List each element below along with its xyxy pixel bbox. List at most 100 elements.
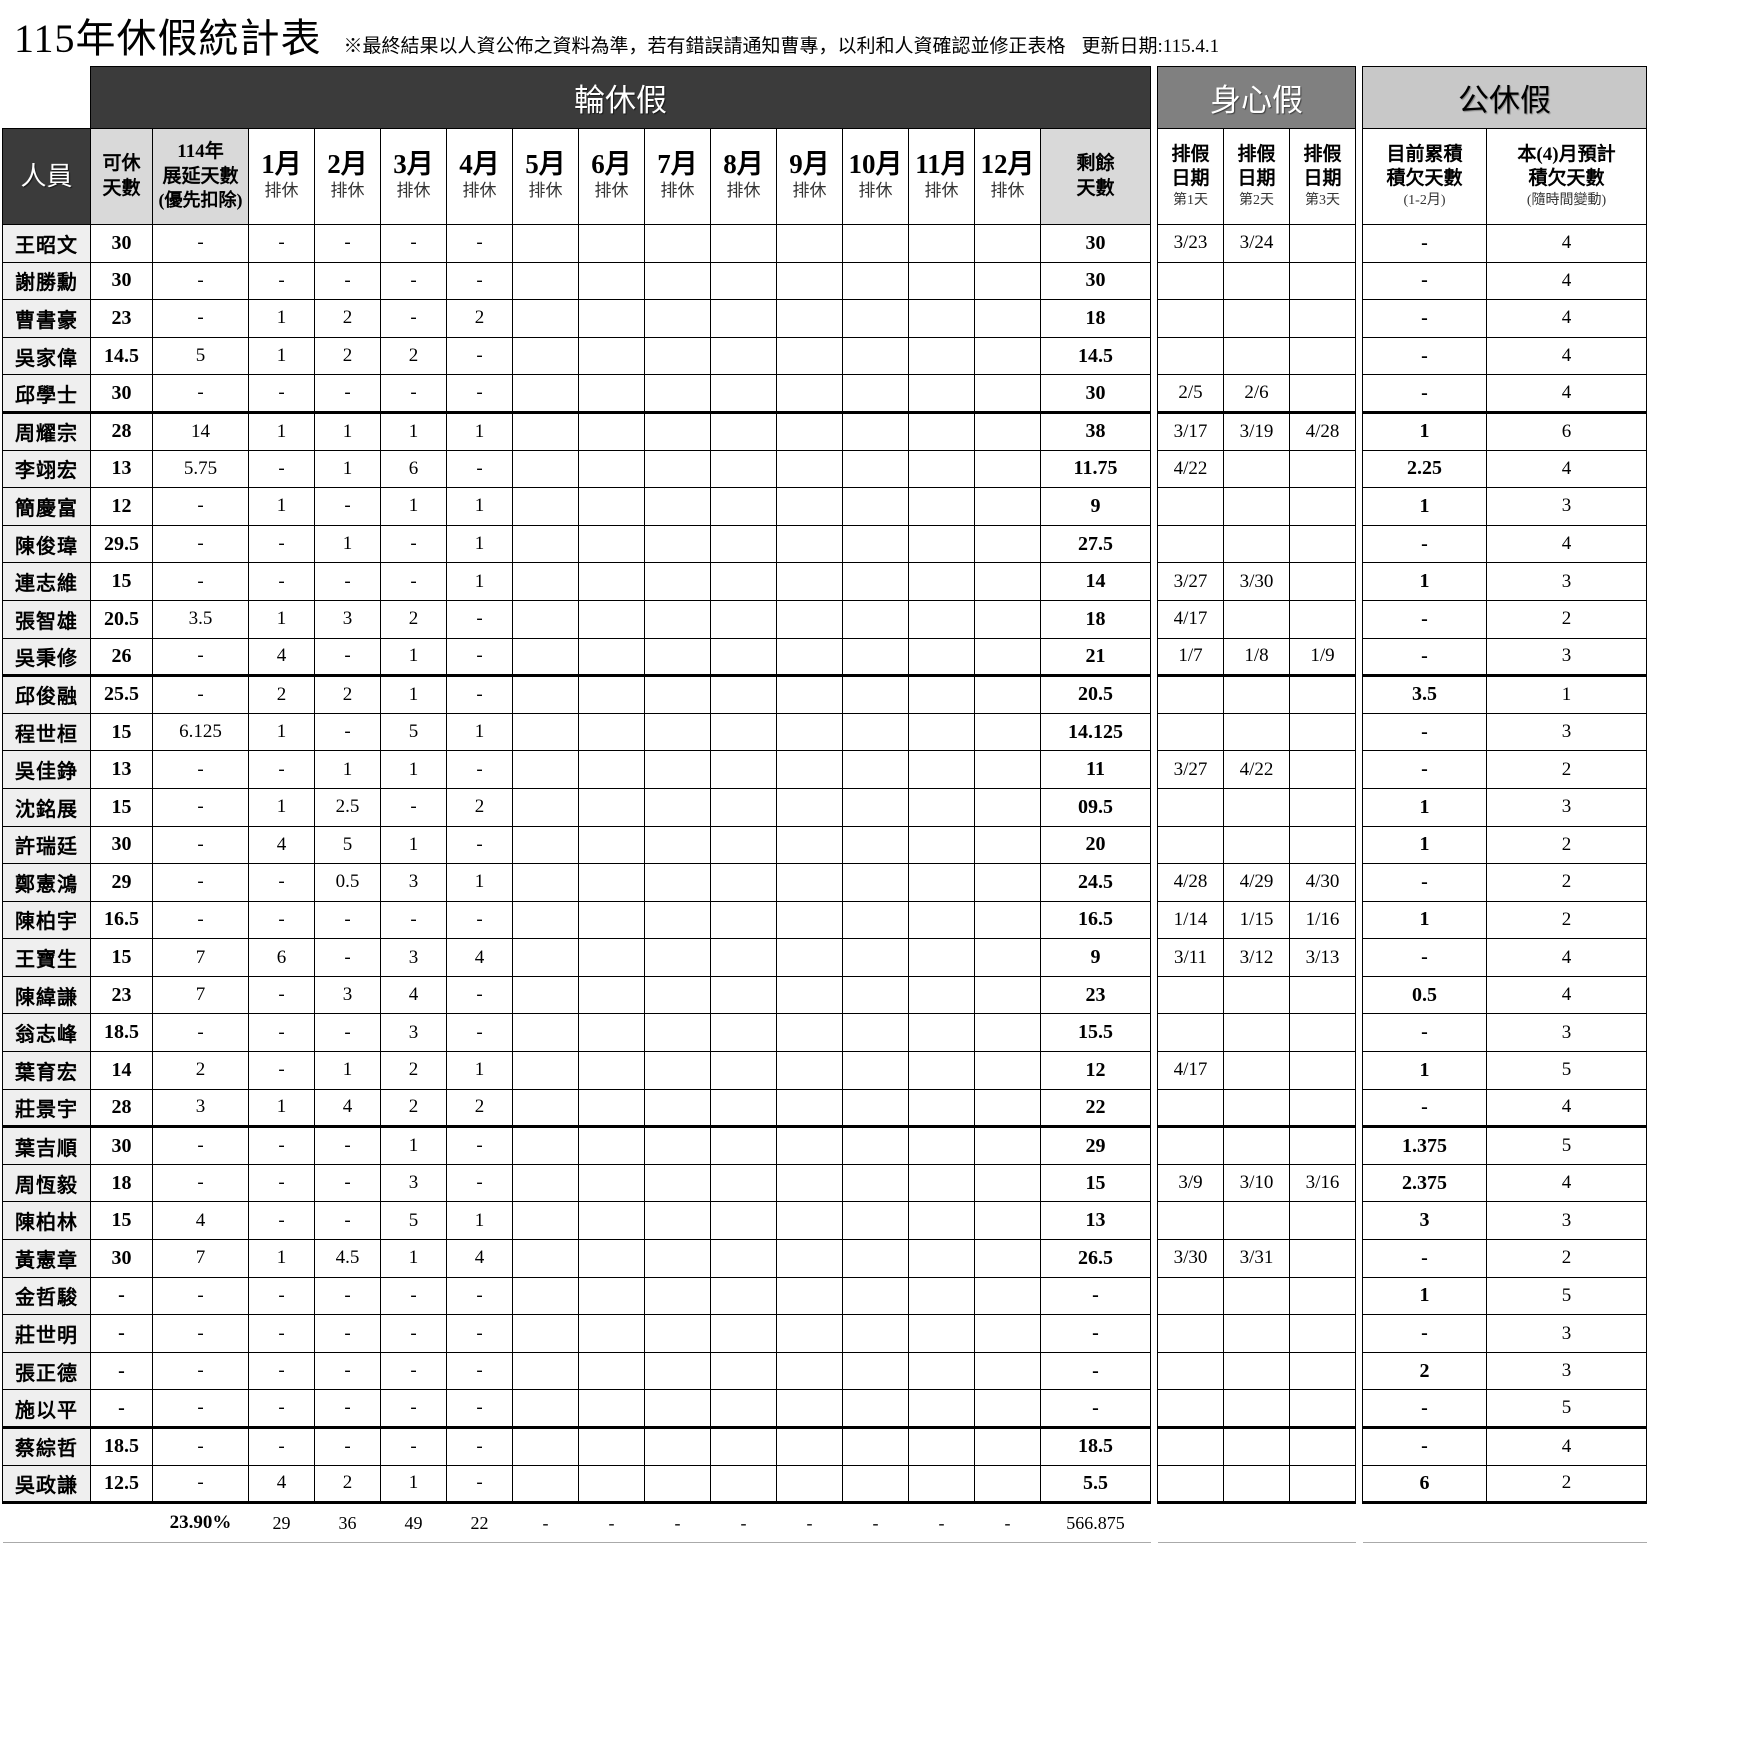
row-month-7 xyxy=(644,224,711,263)
row-month-8 xyxy=(710,825,777,865)
row-month-3: - xyxy=(380,374,447,414)
row-month-8 xyxy=(710,787,777,827)
table-row xyxy=(1157,299,1356,338)
row-month-5 xyxy=(512,1464,579,1504)
month-9-label: 9月 xyxy=(789,149,830,180)
row-month-9 xyxy=(776,299,843,338)
row-month-2: - xyxy=(314,1201,381,1241)
table-row: 謝勝勳 30- - - - -30 xyxy=(2,261,1151,301)
row-month-4: 1 xyxy=(446,712,513,752)
table-row xyxy=(1157,712,1356,752)
row-month-10 xyxy=(842,1051,909,1090)
table-row: 4/17 xyxy=(1157,1051,1356,1090)
col-month-1: 1月 排休 xyxy=(248,128,315,225)
row-person-name: 施以平 xyxy=(2,1389,91,1429)
row-mental-day-1: 3/27 xyxy=(1157,750,1224,789)
row-month-10 xyxy=(842,1201,909,1241)
row-person-name: 連志維 xyxy=(2,562,91,601)
row-carryover-days: 7 xyxy=(152,975,249,1015)
row-month-10 xyxy=(842,1013,909,1053)
month-8-label: 8月 xyxy=(723,149,764,180)
row-month-1: - xyxy=(248,261,315,301)
table-row: 沈銘展 15-1 2.5-2 09.5 xyxy=(2,787,1151,827)
row-month-2: - xyxy=(314,261,381,301)
row-month-10 xyxy=(842,1351,909,1391)
row-mental-day-2: 4/29 xyxy=(1223,863,1290,902)
row-month-5 xyxy=(512,487,579,526)
row-month-7 xyxy=(644,487,711,526)
row-person-name: 吳家偉 xyxy=(2,336,91,376)
row-month-1: - xyxy=(248,1351,315,1391)
projected-owed-tiny: (隨時間變動) xyxy=(1526,193,1607,209)
table-row: -2 xyxy=(1362,750,1647,789)
row-projected-owed: 2 xyxy=(1486,1239,1647,1278)
mental-day-1-line1: 排假 xyxy=(1171,143,1210,165)
row-month-7 xyxy=(644,261,711,301)
col-month-12: 12月 排休 xyxy=(974,128,1041,225)
row-month-5 xyxy=(512,675,579,714)
row-mental-day-3 xyxy=(1289,787,1356,827)
row-mental-day-3 xyxy=(1289,1276,1356,1316)
row-accumulated-owed: - xyxy=(1362,1013,1487,1053)
col-month-4: 4月 排休 xyxy=(446,128,513,225)
projected-owed-line1: 本(4)月預計 xyxy=(1517,143,1616,165)
col-month-9: 9月 排休 xyxy=(776,128,843,225)
table-row xyxy=(1157,1351,1356,1391)
table-row: 吳政謙 12.5-4 2 1-5.5 xyxy=(2,1464,1151,1504)
row-month-11 xyxy=(908,1276,975,1316)
row-projected-owed: 2 xyxy=(1486,900,1647,940)
row-month-2: - xyxy=(314,1276,381,1316)
row-mental-day-2: 2/6 xyxy=(1223,374,1290,414)
table-row: -5 xyxy=(1362,1389,1647,1429)
row-month-12 xyxy=(974,1051,1041,1090)
row-month-6 xyxy=(578,975,645,1015)
row-month-10 xyxy=(842,1088,909,1129)
row-mental-day-3 xyxy=(1289,336,1356,376)
row-carryover-days: 2 xyxy=(152,1051,249,1090)
row-month-11 xyxy=(908,449,975,489)
row-carryover-days: - xyxy=(152,825,249,865)
row-month-2: 4 xyxy=(314,1088,381,1129)
row-available-days: 15 xyxy=(90,787,153,827)
row-accumulated-owed: - xyxy=(1362,712,1487,752)
row-carryover-days: - xyxy=(152,787,249,827)
row-projected-owed: 3 xyxy=(1486,712,1647,752)
row-month-4: - xyxy=(446,1464,513,1504)
table-row: -4 xyxy=(1362,261,1647,301)
row-mental-day-1 xyxy=(1157,261,1224,301)
row-remaining-days: 30 xyxy=(1040,224,1151,263)
tables-container: 輪休假 人員 可休 天數 114年 展延天數 (優先扣除) 1月 排休 2月 排休 xyxy=(0,66,1752,1544)
row-month-5 xyxy=(512,411,579,451)
row-month-6 xyxy=(578,938,645,977)
footer-row: 23.90% 29 36 49 22- - - - - - - -566.875 xyxy=(2,1501,1151,1544)
table-row xyxy=(1157,487,1356,526)
row-available-days: 18.5 xyxy=(90,1427,153,1466)
row-month-9 xyxy=(776,524,843,564)
row-remaining-days: 23 xyxy=(1040,975,1151,1015)
row-month-2: - xyxy=(314,1351,381,1391)
row-accumulated-owed: - xyxy=(1362,336,1487,376)
table-row: 施以平 - - - - - - - xyxy=(2,1389,1151,1429)
table-row: 邱俊融 25.5-2 2 1-20.5 xyxy=(2,675,1151,714)
row-month-3: 3 xyxy=(380,1163,447,1203)
row-month-6 xyxy=(578,637,645,678)
row-month-11 xyxy=(908,599,975,639)
footer-row xyxy=(1157,1501,1356,1544)
row-available-days: 20.5 xyxy=(90,599,153,639)
row-month-10 xyxy=(842,900,909,940)
mental-day-3-line2: 日期 xyxy=(1303,168,1342,190)
row-projected-owed: 5 xyxy=(1486,1389,1647,1429)
footer-month-11: - xyxy=(908,1501,975,1544)
row-mental-day-1 xyxy=(1157,299,1224,338)
row-person-name: 沈銘展 xyxy=(2,787,91,827)
row-available-days: 15 xyxy=(90,712,153,752)
row-month-12 xyxy=(974,750,1041,789)
row-month-4: 1 xyxy=(446,1051,513,1090)
row-remaining-days: 18 xyxy=(1040,299,1151,338)
row-month-2: - xyxy=(314,900,381,940)
row-month-11 xyxy=(908,675,975,714)
row-month-7 xyxy=(644,637,711,678)
col-month-5: 5月 排休 xyxy=(512,128,579,225)
row-month-3: 2 xyxy=(380,336,447,376)
